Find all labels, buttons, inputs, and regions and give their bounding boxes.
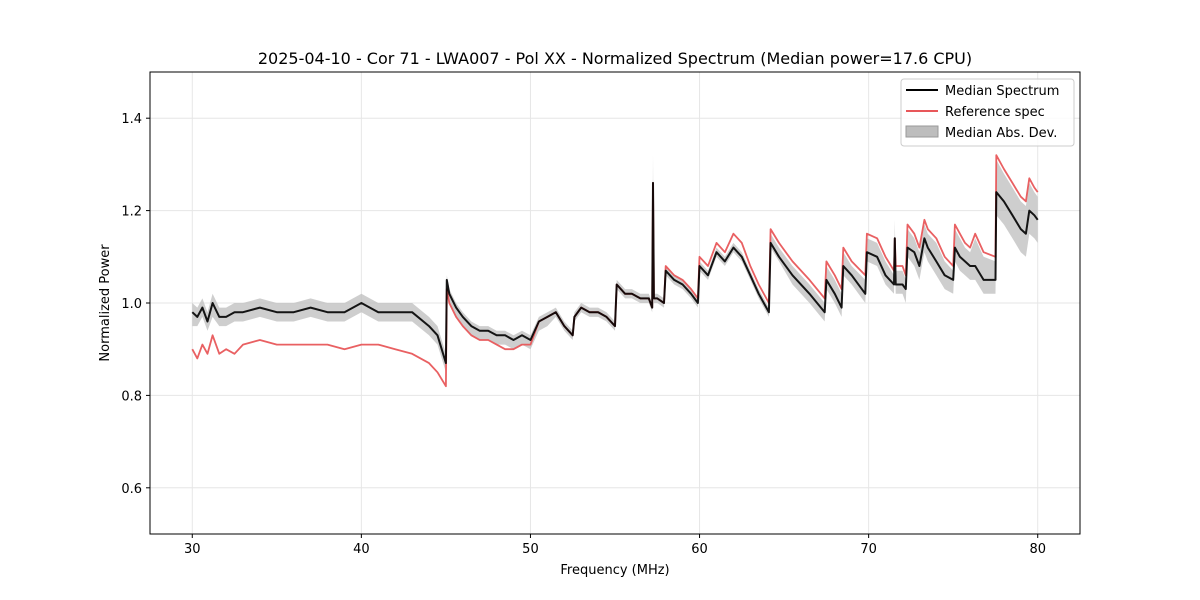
mad-band bbox=[192, 155, 1038, 373]
legend-median-label: Median Spectrum bbox=[945, 84, 1059, 99]
legend-reference-label: Reference spec bbox=[945, 105, 1045, 120]
y-tick-label: 0.8 bbox=[121, 389, 142, 404]
y-tick-label: 1.2 bbox=[121, 205, 142, 220]
ticks: 30 40 50 60 70 80 0.6 0.8 1.0 1.2 1.4 bbox=[121, 112, 1046, 557]
reference-spec-line bbox=[191, 154, 1039, 388]
x-tick-label: 70 bbox=[860, 542, 877, 557]
series-layer bbox=[191, 154, 1039, 388]
legend: Median Spectrum Reference spec Median Ab… bbox=[900, 78, 1075, 147]
y-tick-label: 1.0 bbox=[121, 297, 142, 312]
median-spectrum-line bbox=[191, 181, 1039, 365]
chart-title: 2025-04-10 - Cor 71 - LWA007 - Pol XX - … bbox=[258, 49, 972, 68]
x-tick-label: 50 bbox=[522, 542, 539, 557]
legend-frame bbox=[900, 78, 1075, 147]
legend-mad-swatch bbox=[905, 125, 939, 138]
x-tick-label: 80 bbox=[1029, 542, 1046, 557]
x-tick-label: 40 bbox=[353, 542, 370, 557]
legend-mad-label: Median Abs. Dev. bbox=[945, 126, 1057, 141]
x-axis-label: Frequency (MHz) bbox=[560, 563, 669, 578]
y-axis-label: Normalized Power bbox=[98, 244, 113, 362]
x-tick-label: 30 bbox=[184, 542, 201, 557]
mad-band-layer bbox=[192, 155, 1038, 373]
y-tick-label: 0.6 bbox=[121, 482, 142, 497]
x-tick-label: 60 bbox=[691, 542, 708, 557]
y-tick-label: 1.4 bbox=[121, 112, 142, 127]
